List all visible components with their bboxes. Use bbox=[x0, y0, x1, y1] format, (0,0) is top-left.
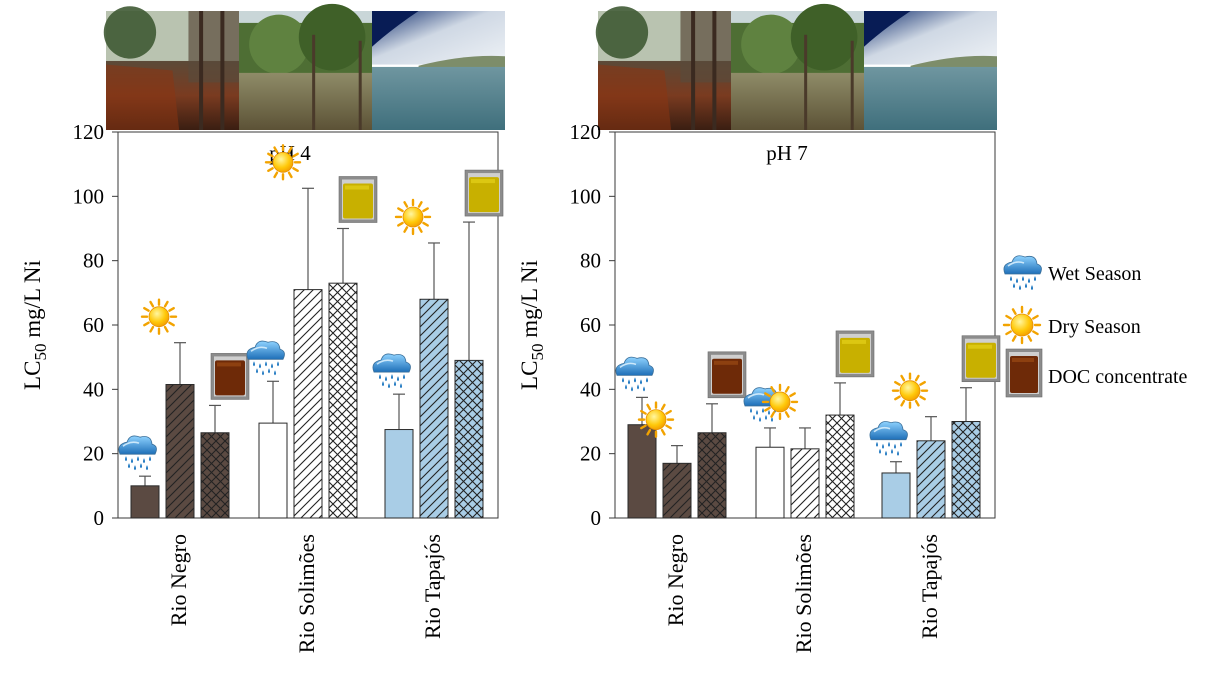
y-tick-label: 20 bbox=[83, 442, 104, 466]
category-label: Rio Tapajós bbox=[420, 534, 445, 639]
bar bbox=[130, 485, 160, 519]
y-tick-label: 80 bbox=[83, 249, 104, 273]
y-axis-label: LC50 mg/L Ni bbox=[20, 260, 50, 390]
brown-jar-icon bbox=[1005, 348, 1043, 398]
rio-negro-photo bbox=[103, 6, 239, 131]
y-tick-label: 40 bbox=[83, 377, 104, 401]
rain-cloud-icon bbox=[615, 356, 654, 392]
yellow-jar-icon bbox=[961, 335, 1001, 383]
rain-cloud-icon bbox=[118, 435, 157, 471]
bar bbox=[881, 472, 911, 519]
bar bbox=[200, 432, 230, 519]
y-tick-label: 40 bbox=[580, 377, 601, 401]
yellow-jar-icon bbox=[835, 330, 875, 378]
y-axis-label: LC50 mg/L Ni bbox=[517, 260, 547, 390]
rain-cloud-icon bbox=[246, 340, 285, 376]
sun-icon bbox=[637, 401, 675, 438]
sun-icon bbox=[264, 144, 302, 181]
rain-cloud-icon bbox=[372, 353, 411, 389]
y-tick-label: 0 bbox=[94, 506, 105, 530]
brown-jar-icon bbox=[707, 351, 747, 399]
bar bbox=[916, 440, 946, 519]
bar bbox=[165, 384, 195, 519]
bar bbox=[697, 432, 727, 519]
rain-cloud-icon bbox=[869, 421, 908, 456]
category-label: Rio Negro bbox=[663, 534, 688, 626]
category-label: Rio Tapajós bbox=[917, 534, 942, 639]
legend: Wet Season Dry Season DOC concentrate bbox=[1002, 255, 1188, 398]
bar bbox=[755, 446, 785, 519]
brown-jar-icon bbox=[210, 353, 250, 400]
sun-icon bbox=[891, 372, 929, 409]
sun-icon bbox=[394, 198, 432, 236]
y-tick-label: 80 bbox=[580, 249, 601, 273]
category-label: Rio Negro bbox=[166, 534, 191, 626]
bar bbox=[951, 421, 981, 519]
sun-icon bbox=[140, 298, 178, 335]
category-label: Rio Solimões bbox=[791, 534, 816, 653]
y-tick-label: 60 bbox=[580, 313, 601, 337]
y-tick-label: 120 bbox=[570, 120, 602, 144]
chart-panel-2: 0 20 40 60 80 100 120 LC50 mg/L Ni pH 7 Rio Negro… bbox=[517, 3, 1001, 653]
bar bbox=[419, 298, 449, 519]
y-tick-label: 100 bbox=[570, 184, 602, 208]
y-tick-label: 20 bbox=[580, 442, 601, 466]
bar bbox=[627, 424, 657, 519]
rio-solimoes-photo bbox=[239, 3, 372, 130]
bar bbox=[384, 429, 414, 519]
category-label: Rio Solimões bbox=[294, 534, 319, 653]
sun-icon bbox=[1002, 305, 1042, 345]
yellow-jar-icon bbox=[338, 176, 378, 223]
bar bbox=[454, 359, 484, 519]
legend-label: Wet Season bbox=[1048, 263, 1141, 285]
bar bbox=[790, 448, 820, 519]
y-tick-label: 60 bbox=[83, 313, 104, 337]
bar bbox=[328, 282, 358, 519]
y-tick-label: 0 bbox=[591, 506, 602, 530]
rio-negro-photo bbox=[595, 6, 731, 131]
sun-icon bbox=[761, 383, 799, 421]
yellow-jar-icon bbox=[464, 169, 504, 217]
bar bbox=[258, 422, 288, 519]
rain-cloud-icon bbox=[1003, 255, 1042, 290]
panel-title: pH 7 bbox=[766, 141, 807, 165]
rio-solimoes-photo bbox=[731, 3, 864, 130]
rio-tapajos-photo bbox=[372, 11, 505, 130]
y-tick-label: 100 bbox=[73, 184, 105, 208]
bar bbox=[825, 414, 855, 519]
y-tick-label: 120 bbox=[73, 120, 105, 144]
legend-label: Dry Season bbox=[1048, 316, 1141, 338]
rio-tapajos-photo bbox=[864, 11, 997, 130]
bar bbox=[293, 289, 323, 519]
legend-label: DOC concentrate bbox=[1048, 366, 1188, 388]
bar bbox=[662, 462, 692, 519]
